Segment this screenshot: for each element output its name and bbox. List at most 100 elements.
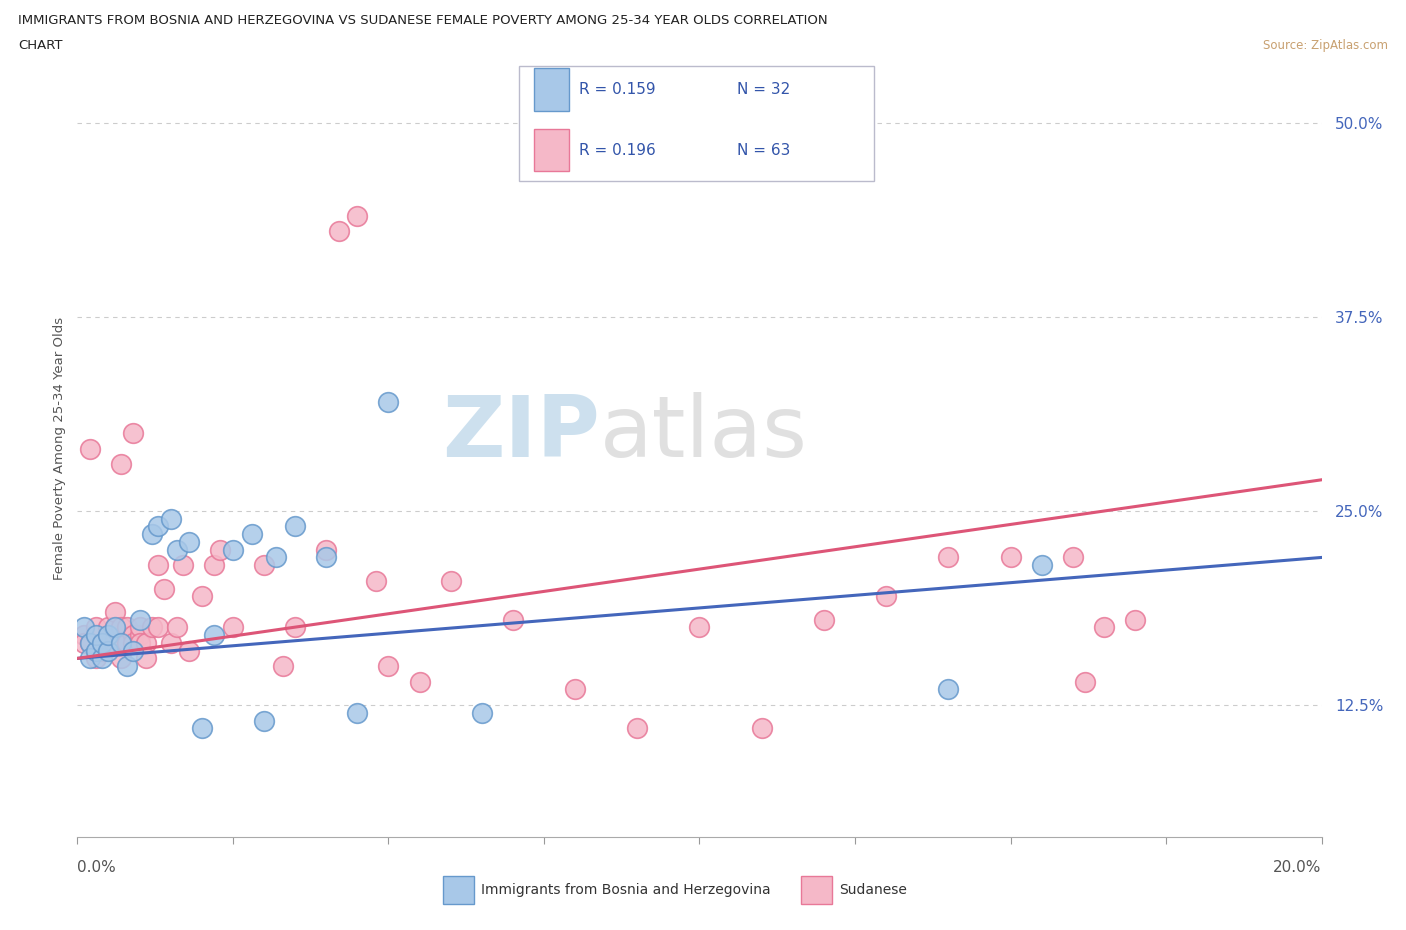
Point xyxy=(240,526,263,541)
Point xyxy=(79,442,101,457)
Point xyxy=(377,658,399,673)
Point xyxy=(284,620,307,635)
Text: atlas: atlas xyxy=(600,392,808,474)
Text: Source: ZipAtlas.com: Source: ZipAtlas.com xyxy=(1263,39,1388,52)
Point xyxy=(502,612,524,627)
Point xyxy=(91,635,114,650)
Point xyxy=(84,620,107,635)
Point xyxy=(141,620,163,635)
Point xyxy=(122,628,145,643)
Point xyxy=(1062,550,1084,565)
Point xyxy=(271,658,294,673)
Point xyxy=(148,558,170,573)
Point xyxy=(222,620,245,635)
Point xyxy=(84,651,107,666)
Point xyxy=(346,208,368,223)
Point xyxy=(328,224,350,239)
Point xyxy=(122,426,145,441)
Point xyxy=(377,394,399,409)
Point xyxy=(104,620,127,635)
Text: Immigrants from Bosnia and Herzegovina: Immigrants from Bosnia and Herzegovina xyxy=(481,883,770,897)
Point xyxy=(72,620,94,635)
Point xyxy=(166,620,188,635)
Point xyxy=(564,682,586,697)
Point xyxy=(172,558,194,573)
Point xyxy=(110,635,132,650)
Point xyxy=(115,620,138,635)
Point xyxy=(97,635,120,650)
Point xyxy=(128,620,150,635)
Point xyxy=(72,628,94,643)
Point xyxy=(110,457,132,472)
Point xyxy=(97,644,120,658)
Point xyxy=(315,550,337,565)
Text: R = 0.196: R = 0.196 xyxy=(579,142,655,158)
Point xyxy=(315,542,337,557)
Text: CHART: CHART xyxy=(18,39,63,52)
Point xyxy=(1074,674,1097,689)
Point xyxy=(179,644,201,658)
Point xyxy=(626,721,648,736)
Point xyxy=(1000,550,1022,565)
Point xyxy=(179,535,201,550)
Point xyxy=(202,628,225,643)
Point xyxy=(135,635,157,650)
Point xyxy=(1031,558,1053,573)
Point xyxy=(72,635,94,650)
Point xyxy=(689,620,711,635)
Point xyxy=(166,542,188,557)
Point xyxy=(141,526,163,541)
Text: ZIP: ZIP xyxy=(443,392,600,474)
Point xyxy=(148,519,170,534)
Point xyxy=(440,573,463,588)
Point xyxy=(209,542,232,557)
Point xyxy=(104,604,127,619)
Point xyxy=(159,512,181,526)
Point xyxy=(408,674,430,689)
Point xyxy=(97,628,120,643)
Text: R = 0.159: R = 0.159 xyxy=(579,82,655,97)
Point xyxy=(751,721,773,736)
Point xyxy=(104,620,127,635)
Point xyxy=(79,651,101,666)
Point xyxy=(1092,620,1115,635)
Text: N = 63: N = 63 xyxy=(737,142,790,158)
Point xyxy=(122,644,145,658)
Point xyxy=(148,620,170,635)
Point xyxy=(253,558,276,573)
Point xyxy=(91,635,114,650)
Text: IMMIGRANTS FROM BOSNIA AND HERZEGOVINA VS SUDANESE FEMALE POVERTY AMONG 25-34 YE: IMMIGRANTS FROM BOSNIA AND HERZEGOVINA V… xyxy=(18,14,828,27)
Point xyxy=(104,635,127,650)
Point xyxy=(813,612,835,627)
Point xyxy=(153,581,176,596)
Point xyxy=(364,573,387,588)
Y-axis label: Female Poverty Among 25-34 Year Olds: Female Poverty Among 25-34 Year Olds xyxy=(53,317,66,580)
Text: 20.0%: 20.0% xyxy=(1274,860,1322,875)
Point xyxy=(202,558,225,573)
Point xyxy=(938,682,960,697)
Point xyxy=(84,644,107,658)
Point xyxy=(84,644,107,658)
Point xyxy=(938,550,960,565)
Point xyxy=(191,589,214,604)
Point xyxy=(79,635,101,650)
FancyBboxPatch shape xyxy=(534,68,569,111)
Point xyxy=(253,713,276,728)
Point xyxy=(79,635,101,650)
Point xyxy=(346,705,368,720)
Point xyxy=(97,620,120,635)
Text: N = 32: N = 32 xyxy=(737,82,790,97)
Point xyxy=(128,612,150,627)
Point xyxy=(1123,612,1146,627)
Point xyxy=(191,721,214,736)
Point xyxy=(91,644,114,658)
Point xyxy=(128,628,150,643)
Point xyxy=(471,705,494,720)
Point xyxy=(284,519,307,534)
FancyBboxPatch shape xyxy=(534,128,569,171)
Point xyxy=(97,628,120,643)
Point xyxy=(875,589,897,604)
Point xyxy=(110,620,132,635)
Point xyxy=(115,635,138,650)
Text: 0.0%: 0.0% xyxy=(77,860,117,875)
